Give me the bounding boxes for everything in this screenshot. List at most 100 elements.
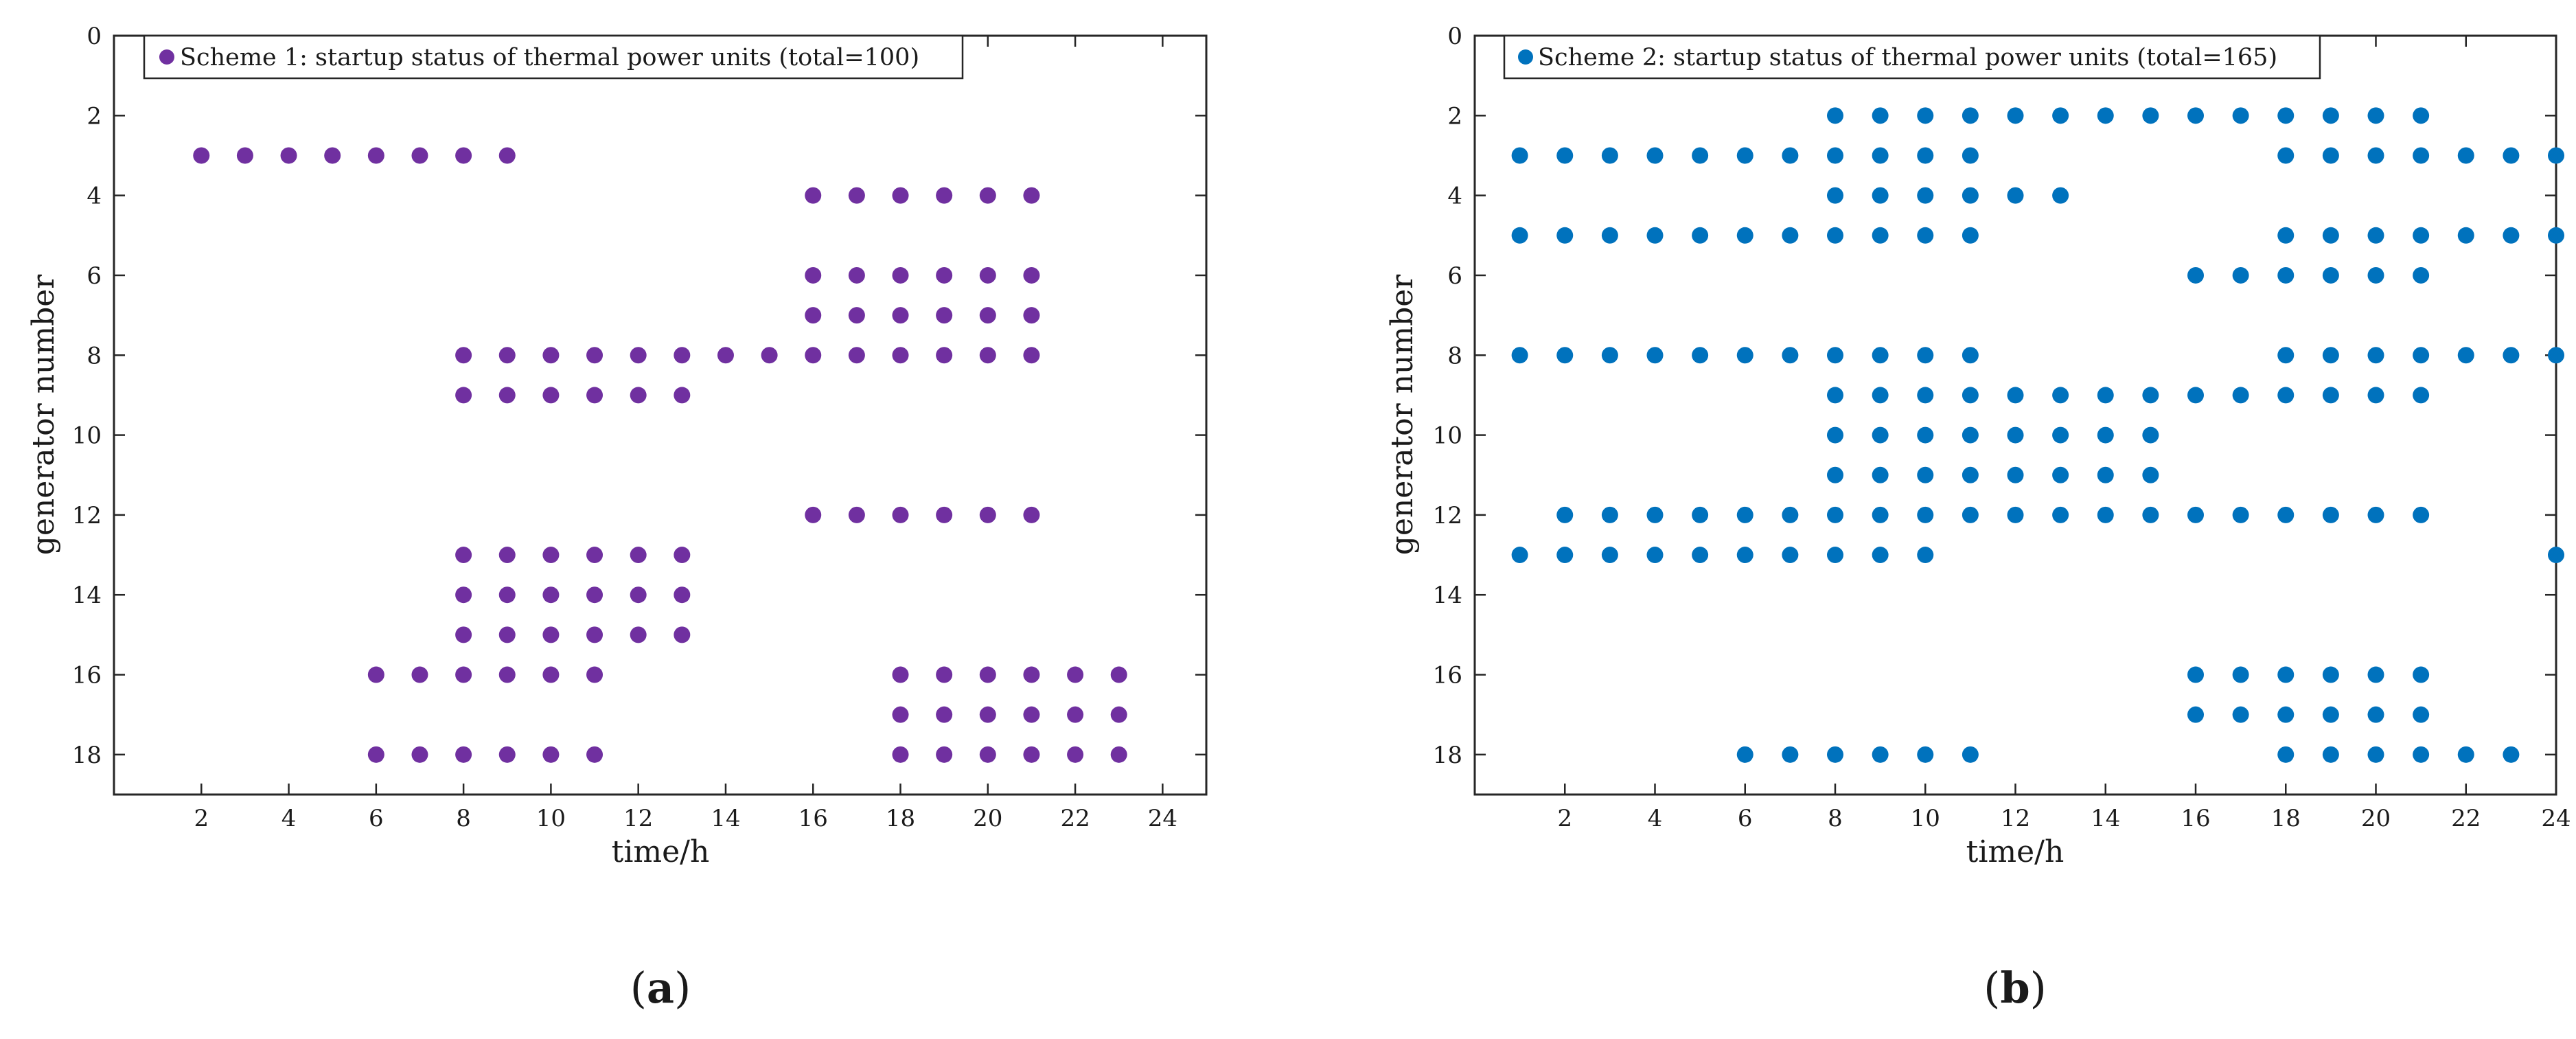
point-a-g8-h10 [542,347,560,364]
point-a-g17-h21 [1023,706,1040,723]
x-tick-label-a-4: 4 [281,805,297,832]
point-a-g9-h10 [542,387,560,404]
point-b-g9-h16 [2187,387,2204,404]
y-tick-label-b-14: 14 [1433,582,1462,609]
point-a-g8-h15 [761,347,778,364]
legend-box-b [1503,34,2321,80]
x-tick-label-a-18: 18 [886,805,915,832]
point-a-g4-h18 [892,187,909,204]
point-b-g16-h16 [2187,666,2204,683]
point-a-g4-h21 [1023,187,1040,204]
point-b-g10-h9 [1872,426,1889,444]
point-a-g13-h8 [455,547,472,564]
point-b-g9-h8 [1827,387,1843,404]
point-b-g9-h20 [2367,387,2384,404]
point-a-g18-h18 [892,746,909,763]
point-b-g6-h18 [2277,266,2295,284]
point-b-g2-h19 [2322,107,2339,124]
point-b-g8-h10 [1917,347,1934,364]
x-tick-label-a-16: 16 [798,805,828,832]
point-b-g12-h13 [2052,506,2069,523]
point-b-g6-h20 [2367,266,2384,284]
point-b-g9-h9 [1872,387,1889,404]
point-a-g17-h22 [1067,706,1084,723]
point-b-g5-h21 [2413,227,2430,244]
point-b-g11-h8 [1827,466,1843,483]
point-b-g12-h5 [1692,506,1709,523]
y-tick-label-a-14: 14 [72,582,102,609]
point-a-g18-h19 [936,746,953,763]
point-b-g17-h21 [2413,706,2430,723]
point-b-g10-h15 [2142,426,2159,444]
point-a-g6-h20 [979,266,996,284]
point-b-g8-h20 [2367,347,2384,364]
y-tick-label-a-8: 8 [87,342,102,369]
y-tick-label-a-10: 10 [72,422,102,450]
point-a-g3-h4 [280,147,297,164]
point-b-g9-h12 [2007,387,2024,404]
point-a-g15-h9 [498,626,516,643]
point-a-g3-h2 [193,147,210,164]
point-a-g3-h3 [236,147,253,164]
point-b-g4-h8 [1827,187,1843,204]
point-b-g11-h10 [1917,466,1934,483]
point-b-g3-h7 [1782,147,1799,164]
point-b-g16-h20 [2367,666,2384,683]
point-b-g4-h10 [1917,187,1934,204]
point-b-g8-h5 [1692,347,1709,364]
point-a-g6-h16 [805,266,822,284]
point-a-g7-h21 [1023,307,1040,324]
point-b-g4-h11 [1962,187,1979,204]
point-b-g4-h13 [2052,187,2069,204]
point-b-g2-h12 [2007,107,2024,124]
legend-b: Scheme 2: startup status of thermal powe… [1503,34,2321,80]
y-tick-label-b-12: 12 [1433,502,1462,529]
point-a-g9-h12 [630,387,647,404]
point-b-g16-h17 [2232,666,2249,683]
x-tick-label-b-14: 14 [2091,805,2120,832]
point-a-g3-h9 [498,147,516,164]
point-b-g12-h4 [1646,506,1664,523]
point-a-g16-h20 [979,666,996,683]
xlabel-b: time/h [1966,834,2065,869]
point-a-g4-h20 [979,187,996,204]
point-a-g12-h20 [979,506,996,523]
y-tick-label-b-0: 0 [1447,23,1462,50]
point-b-g11-h14 [2097,466,2114,483]
point-a-g7-h20 [979,307,996,324]
point-a-g18-h8 [455,746,472,763]
x-tick-label-a-22: 22 [1060,805,1090,832]
point-a-g8-h18 [892,347,909,364]
x-tick-label-a-14: 14 [711,805,740,832]
point-b-g13-h10 [1917,547,1934,564]
point-b-g12-h17 [2232,506,2249,523]
point-b-g12-h21 [2413,506,2430,523]
y-tick-label-a-0: 0 [87,23,102,50]
point-a-g9-h9 [498,387,516,404]
point-b-g3-h23 [2503,147,2520,164]
point-b-g18-h8 [1827,746,1843,763]
point-a-g18-h11 [586,746,603,763]
point-a-g16-h10 [542,666,560,683]
point-b-g18-h21 [2413,746,2430,763]
point-a-g8-h9 [498,347,516,364]
legend-text-a: Scheme 1: startup status of thermal powe… [180,44,919,71]
point-a-g8-h19 [936,347,953,364]
point-b-g8-h23 [2503,347,2520,364]
point-b-g13-h6 [1736,547,1753,564]
point-b-g11-h12 [2007,466,2024,483]
point-b-g10-h14 [2097,426,2114,444]
point-b-g3-h5 [1692,147,1709,164]
point-b-g2-h16 [2187,107,2204,124]
point-a-g18-h7 [411,746,428,763]
point-b-g8-h11 [1962,347,1979,364]
x-tick-label-b-18: 18 [2271,805,2301,832]
point-b-g2-h10 [1917,107,1934,124]
point-a-g13-h12 [630,547,647,564]
point-b-g13-h3 [1601,547,1618,564]
point-b-g18-h11 [1962,746,1979,763]
point-a-g7-h19 [936,307,953,324]
point-b-g6-h19 [2322,266,2339,284]
point-b-g18-h6 [1736,746,1753,763]
